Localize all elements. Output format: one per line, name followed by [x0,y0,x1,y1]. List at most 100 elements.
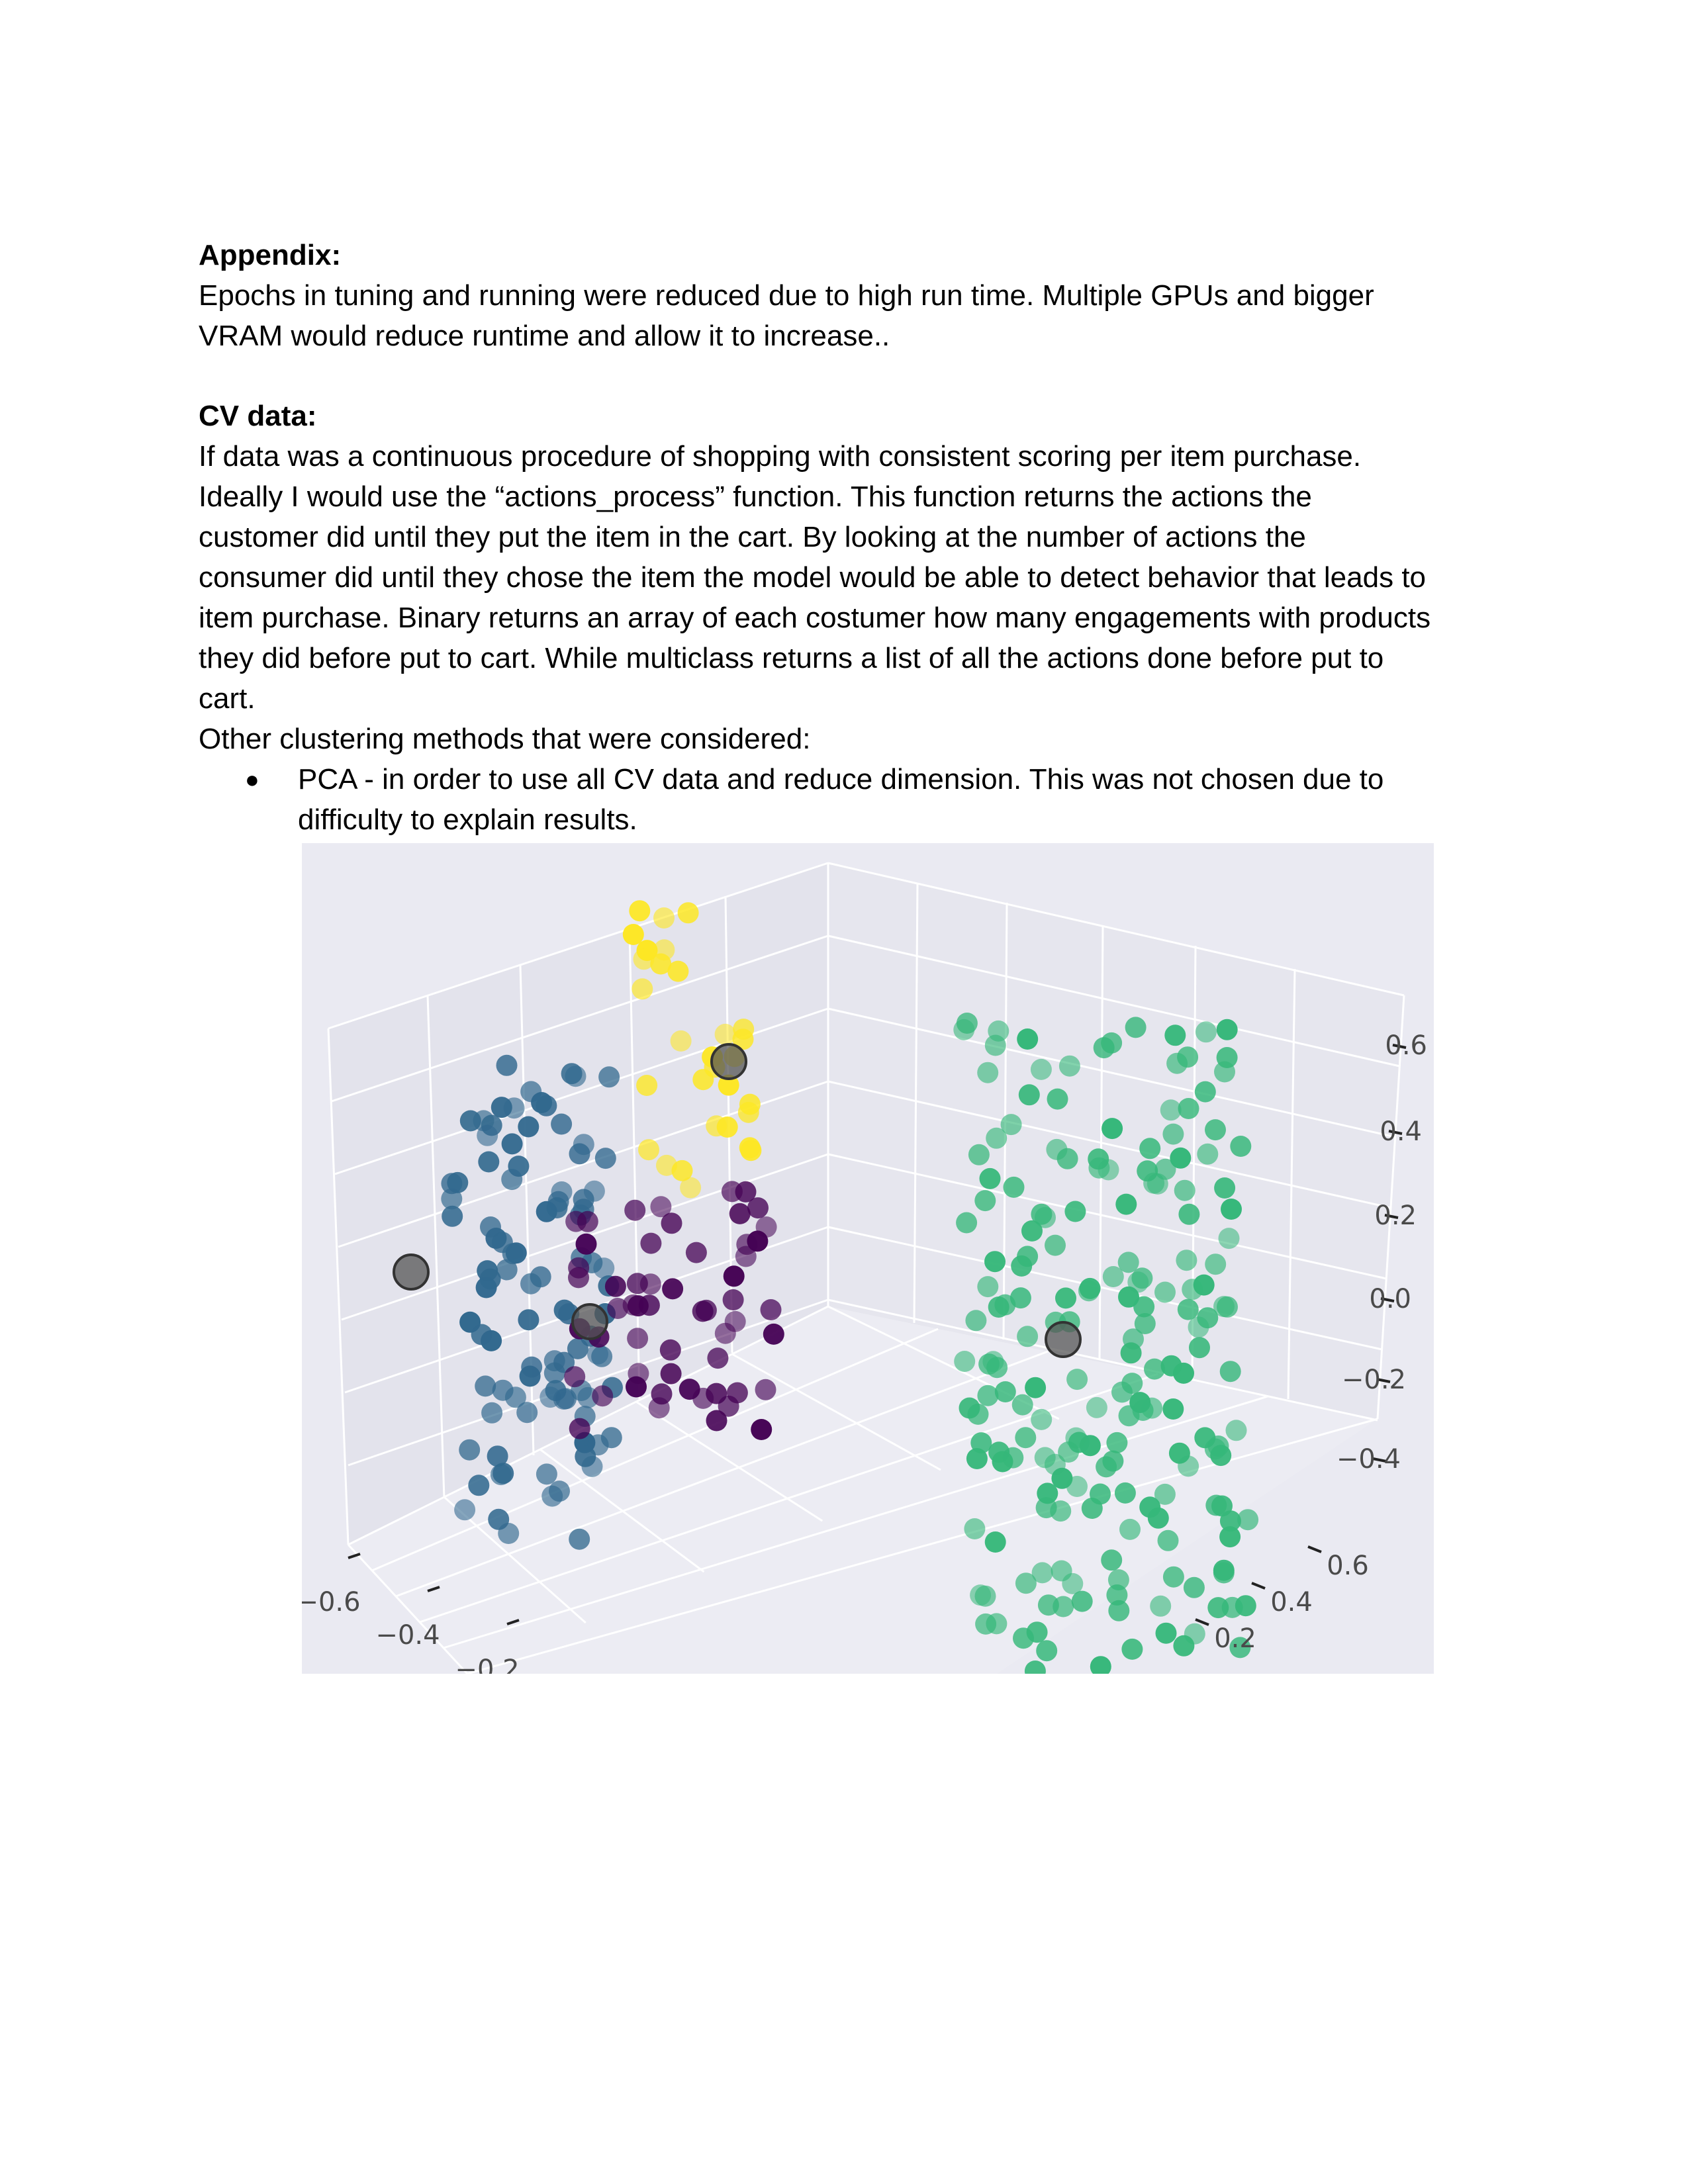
data-point [1205,1253,1227,1275]
data-point [1125,1017,1147,1038]
data-point [984,1531,1006,1553]
y-tick-mark [1195,1618,1209,1626]
data-point [732,1028,754,1050]
data-point [640,1232,662,1254]
data-point [1127,1271,1149,1293]
data-point [593,1257,615,1279]
bullet-marker: ● [245,766,259,793]
data-point [477,1124,498,1146]
data-point [763,1323,784,1345]
appendix-heading: Appendix: [199,239,342,271]
cv-data-line: consumer did until they chose the item t… [199,561,1427,594]
x-tick-mark [506,1619,520,1625]
data-point [1013,1627,1034,1649]
grid-line [827,862,1405,997]
data-point [1160,1355,1182,1377]
data-point [956,1212,978,1234]
data-point [986,1357,1008,1379]
data-point [543,1350,565,1372]
data-point [1150,1595,1172,1617]
data-point [968,1144,990,1165]
data-point [1066,1476,1088,1497]
cv-data-line: If data was a continuous procedure of sh… [199,440,1362,473]
x-tick-label: −0.2 [455,1655,519,1674]
cv-data-line: customer did until they put the item in … [199,521,1306,553]
z-tick-mark [1392,1044,1407,1049]
appendix-paragraph: Epochs in tuning and running were reduce… [199,275,1496,356]
data-point [1162,1398,1184,1420]
data-point [1143,1172,1165,1194]
z-tick-label: 0.4 [1380,1116,1422,1147]
data-point [520,1081,542,1103]
data-point [536,1463,557,1485]
data-point [459,1439,481,1461]
grid-line [827,1153,1387,1280]
data-point [518,1309,539,1331]
data-point [1129,1392,1151,1414]
y-tick-mark [1307,1545,1322,1553]
data-point [653,939,675,961]
data-point [627,1328,649,1349]
data-point [447,1171,469,1193]
grid-line [827,934,1400,1068]
data-point [714,1023,736,1045]
data-point [1000,1114,1022,1136]
data-point [1177,1298,1199,1320]
data-point [994,1381,1016,1402]
centroid-marker [710,1043,747,1080]
data-point [594,1148,616,1169]
data-point [979,1167,1001,1189]
data-point [577,1210,598,1232]
data-point [1216,1019,1238,1040]
data-point [707,1347,729,1369]
data-point [564,1366,586,1388]
data-point [1205,1119,1226,1141]
data-point [1088,1157,1110,1179]
data-point [1079,1277,1101,1299]
data-point [1162,1123,1184,1145]
data-point [692,1300,714,1322]
data-point [475,1277,497,1298]
data-point [442,1205,463,1227]
data-point [592,1385,614,1407]
data-point [568,1257,590,1279]
data-point [1157,1529,1179,1551]
data-point [505,1242,527,1264]
data-point [501,1169,523,1191]
data-point [1034,1447,1056,1469]
data-point [1025,1377,1047,1398]
data-point [670,1030,692,1052]
data-point [598,1066,620,1088]
data-point [638,1139,659,1161]
data-point [648,1397,670,1419]
data-point [1174,1179,1196,1201]
data-point [1237,1509,1259,1531]
grid-line [395,1350,1049,1598]
data-point [1117,1251,1139,1273]
data-point [553,1388,575,1410]
data-point [1101,1032,1123,1054]
data-point [718,1074,739,1096]
data-point [1031,1408,1053,1430]
right-pane [828,863,1404,1419]
data-point [1214,1177,1236,1199]
data-point [653,907,675,929]
data-point [541,1485,563,1507]
x-tick-mark [348,1553,361,1559]
data-point [1170,1147,1192,1169]
data-point [755,1379,776,1400]
cv-data-line: Ideally I would use the “actions_process… [199,480,1312,513]
data-point [1021,1220,1043,1242]
data-point [692,1387,714,1409]
centroid-marker [393,1253,430,1291]
grid-line [443,1395,1268,1649]
data-point [468,1475,490,1496]
data-point [1031,1562,1053,1584]
x-tick-label: −0.6 [302,1587,361,1617]
data-point [760,1299,782,1320]
data-point [1108,1600,1130,1621]
data-point [583,1180,605,1202]
data-points [441,900,1259,1674]
data-point [953,1019,975,1040]
grid-line [426,995,445,1499]
